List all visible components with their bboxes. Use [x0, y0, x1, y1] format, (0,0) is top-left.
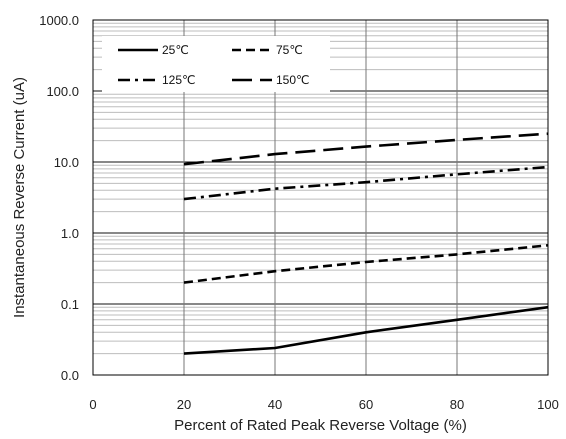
x-tick-label: 60: [359, 397, 373, 412]
legend-label: 75℃: [276, 43, 303, 57]
x-tick-label: 0: [89, 397, 96, 412]
y-tick-label: 100.0: [46, 84, 79, 99]
y-tick-label: 10.0: [54, 155, 79, 170]
legend-label: 25℃: [162, 43, 189, 57]
y-axis-ticks: 0.0 0.1 1.0 10.0 100.0 1000.0: [39, 13, 79, 383]
x-tick-label: 100: [537, 397, 559, 412]
y-tick-label: 0.0: [61, 368, 79, 383]
x-axis-ticks: 0 20 40 60 80 100: [89, 397, 558, 412]
minor-gridlines: [93, 22, 548, 355]
x-tick-label: 20: [177, 397, 191, 412]
x-tick-label: 40: [268, 397, 282, 412]
series-line: [183, 165, 549, 201]
legend-box: [102, 36, 330, 92]
x-axis-label: Percent of Rated Peak Reverse Voltage (%…: [174, 417, 467, 434]
series-line: [183, 305, 549, 355]
legend: 25℃ 75℃ 125℃ 150℃: [102, 36, 330, 92]
x-tick-label: 80: [450, 397, 464, 412]
series-lines: [183, 132, 549, 355]
plot-border: [92, 19, 549, 376]
y-tick-label: 1000.0: [39, 13, 79, 28]
series-line: [183, 244, 549, 284]
y-tick-label: 0.1: [61, 297, 79, 312]
y-tick-label: 1.0: [61, 226, 79, 241]
legend-label: 150℃: [276, 73, 310, 87]
y-axis-label: Instantaneous Reverse Current (uA): [11, 77, 28, 318]
series-line: [183, 132, 549, 166]
legend-label: 125℃: [162, 73, 196, 87]
